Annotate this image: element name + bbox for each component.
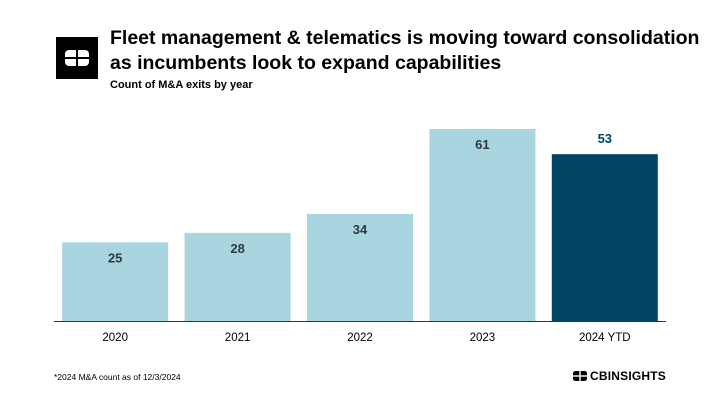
data-label-2021: 28 (230, 241, 244, 256)
brand-logo: CB INSIGHTS (572, 369, 666, 383)
bar-2020 (62, 242, 169, 321)
data-label-2024-ytd: 53 (598, 131, 612, 146)
brand-suffix: INSIGHTS (607, 369, 666, 383)
data-label-2022: 34 (353, 222, 368, 237)
x-tick-label: 2020 (102, 332, 128, 344)
footnote: *2024 M&A count as of 12/3/2024 (54, 372, 181, 382)
x-tick-label: 2021 (225, 332, 251, 344)
data-label-2020: 25 (108, 250, 122, 265)
bar-2021 (184, 232, 291, 321)
x-tick-label: 2024 YTD (579, 332, 631, 344)
bar-2023 (429, 129, 536, 321)
brand-prefix: CB (589, 369, 608, 383)
cb-insights-logo-icon (572, 371, 587, 381)
bar-2022 (307, 213, 413, 321)
x-tick-label: 2023 (470, 332, 496, 344)
data-label-2023: 61 (475, 137, 489, 152)
bar-2024-ytd (551, 154, 658, 321)
chart-title: Fleet management & telematics is moving … (110, 27, 700, 74)
chart-subtitle: Count of M&A exits by year (110, 79, 253, 91)
cb-insights-logo-icon (56, 37, 98, 79)
x-tick-label: 2022 (347, 332, 373, 344)
